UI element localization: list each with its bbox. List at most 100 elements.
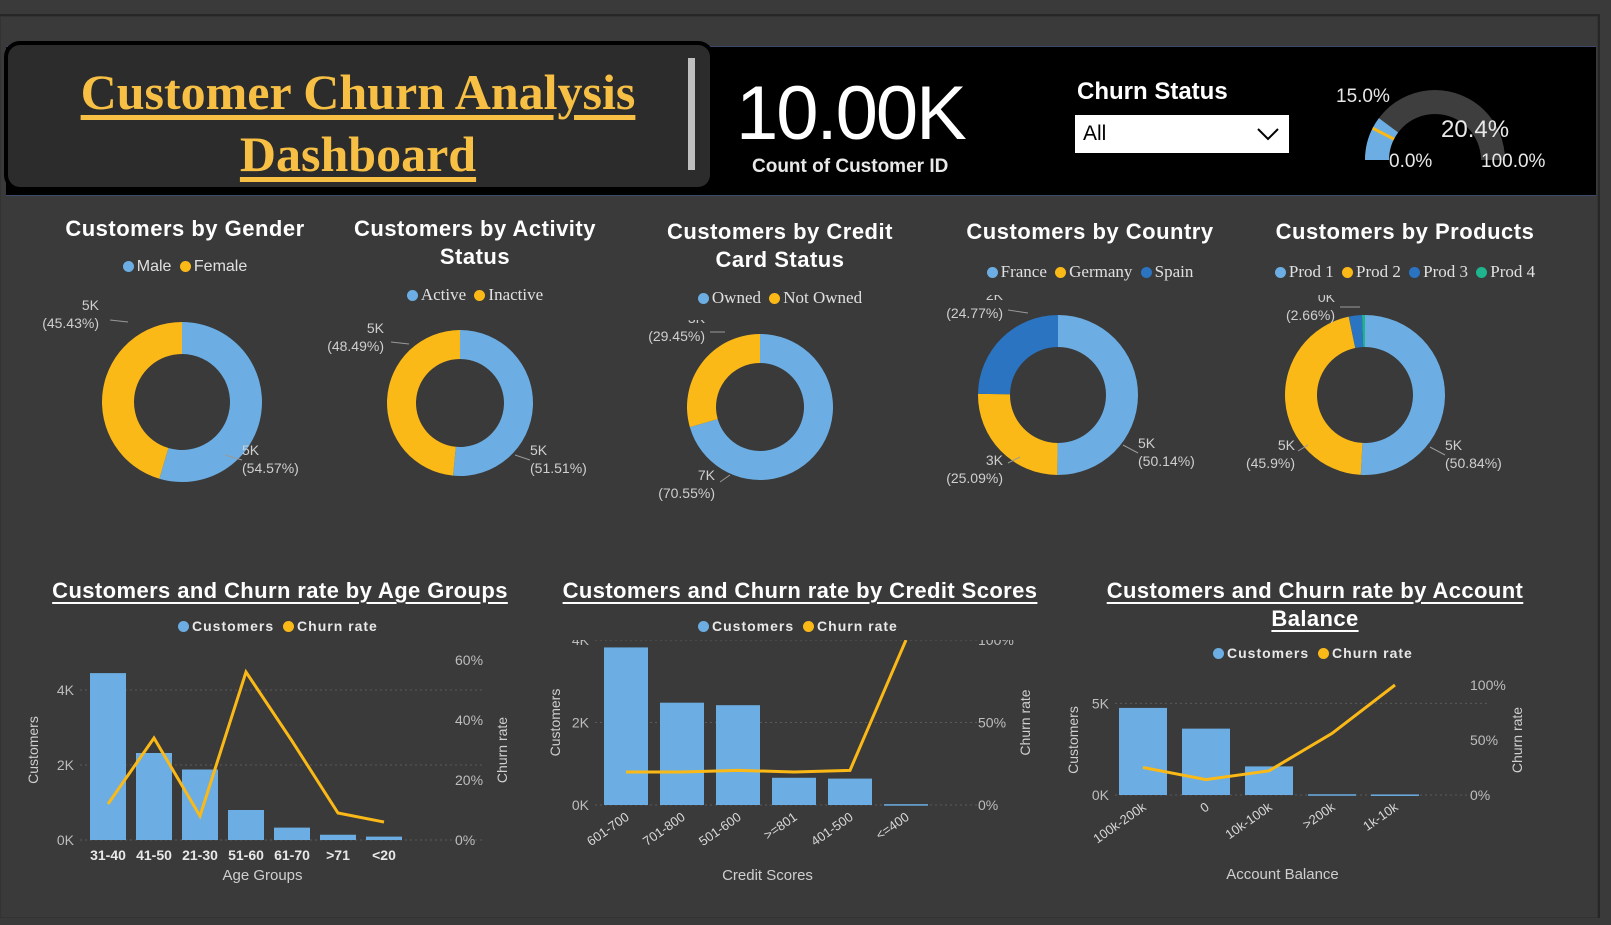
credit-card-donut-chart: 7K (70.55%) 3K (29.45%) [648,320,833,501]
y2-tick-label: 50% [1470,732,1498,748]
data-label-value: 3K [986,452,1004,468]
data-label-percent: (29.45%) [648,328,705,344]
y-axis-title: Customers [547,689,563,757]
legend-male: Male [122,258,171,276]
data-label-leader [1007,456,1021,464]
balance-chart-title: Customers and Churn rate by Account Bala… [1106,578,1524,631]
x-tick-label: 401-500 [808,809,856,849]
x-tick-label: 601-700 [584,809,632,849]
bar-61-70 [274,827,310,840]
title-line-2: Dashboard [239,126,477,182]
y2-tick-label: 50% [978,715,1006,731]
credit-score-legend: Customers Churn rate [698,618,898,634]
churn-rate-gauge [1365,90,1505,160]
donut-slice-germany [978,393,1058,475]
x-tick-label: 701-800 [640,809,688,849]
churn-status-selected: All [1083,122,1107,145]
activity-legend: Active Inactive [330,285,620,305]
x-tick-label: 1k-10k [1360,799,1401,834]
x-tick-label: >200k [1300,799,1338,832]
data-label-leader [514,454,531,461]
country-chart-title: Customers by Country [966,219,1214,244]
y-tick-label: 4K [57,682,75,698]
data-label-percent: (45.9%) [1246,455,1295,471]
x-tick-label: 41-50 [136,847,172,863]
legend-customers: Customers [698,618,794,634]
chevron-down-icon [1257,128,1279,141]
bar->200k [1308,794,1356,796]
bar-51-60 [228,810,264,840]
data-label-value: 2K [986,295,1004,303]
data-label-percent: (25.09%) [946,470,1003,486]
y2-tick-label: 0% [455,832,475,848]
x-tick-label: 10k-100k [1222,799,1275,842]
page-title: Customer Churn Analysis Dashboard [8,61,708,185]
y-tick-label: 0K [57,832,75,848]
x-axis-title: Credit Scores [722,867,813,884]
bar-<20 [366,836,402,840]
y2-tick-label: 20% [455,772,483,788]
y2-tick-label: 0% [978,797,998,813]
gender-chart-title: Customers by Gender [65,216,305,241]
bar-701-800 [660,702,704,805]
data-label-leader [1007,309,1029,314]
data-label-percent: (2.66%) [1286,307,1335,323]
x-tick-label: 31-40 [90,847,126,863]
y2-axis-title: Churn rate [1017,689,1033,755]
legend-active: Active [406,285,466,305]
gauge-max-label: 100.0% [1481,151,1546,172]
y-tick-label: 0K [1092,787,1110,803]
donut-slice-prod-1 [1360,315,1446,475]
credit-score-bar-line-chart: 4K 2K 0K 100% 50% 0% 601-700 701-800 501-600 >=80… [547,640,1033,884]
title-box: Customer Churn Analysis Dashboard [4,41,714,191]
x-tick-label: <=400 [873,809,912,842]
donut-slice-prod-3 [1348,315,1364,349]
x-tick-label: 21-30 [182,847,218,863]
balance-legend: Customers Churn rate [1213,645,1413,661]
churn-rate-line [1142,683,1396,782]
data-label-value: 3K [688,320,706,326]
data-label-percent: (70.55%) [658,485,715,501]
gauge-min-label: 0.0% [1389,151,1433,172]
churn-rate-line [106,668,385,824]
y2-axis-title: Churn rate [1509,707,1525,773]
x-axis-title: Account Balance [1226,866,1339,883]
age-bar-line-chart: 4K 2K 0K 60% 40% 20% 0% 31-40 41-50 21-30 51-60 61-… [25,652,510,884]
data-label-value: 5K [1445,437,1463,453]
data-label-percent: (50.14%) [1138,453,1195,469]
bar-31-40 [90,673,126,840]
y-tick-label: 4K [572,640,590,648]
activity-chart-title: Customers by Activity Status [354,216,596,269]
donut-slice-france [1057,315,1138,475]
gauge-target-label: 15.0% [1336,86,1390,107]
donut-slice-inactive [386,330,460,476]
x-tick-label: <20 [372,847,396,863]
legend-churn-rate: Churn rate [1318,645,1413,661]
gender-legend: Male Female [40,258,330,276]
credit-score-chart-title: Customers and Churn rate by Credit Score… [562,578,1038,603]
legend-france: France [986,262,1047,282]
donut-slice-active [453,330,533,476]
x-tick-label: 100k-200k [1090,799,1149,846]
data-label-percent: (50.84%) [1445,455,1502,471]
donut-slice-prod-2 [1285,316,1363,475]
churn-status-dropdown[interactable]: All [1075,115,1289,153]
products-donut-chart: 5K (50.84%) 5K (45.9%) 0K (2.66%) [1246,295,1502,475]
data-label-leader [1297,444,1309,452]
legend-inactive: Inactive [474,285,543,305]
bar-601-700 [604,647,648,805]
data-label-leader [109,319,129,323]
legend-prod-1: Prod 1 [1274,262,1334,282]
credit-card-legend: Owned Not Owned [640,288,920,308]
data-label-percent: (24.77%) [946,305,1003,321]
x-tick-label: >71 [326,847,350,863]
bar-501-600 [716,705,760,805]
data-label-value: 5K [530,442,548,458]
legend-customers: Customers [1213,645,1309,661]
legend-churn-rate: Churn rate [803,618,898,634]
x-axis-title: Age Groups [222,867,302,884]
legend-prod-3: Prod 3 [1409,262,1468,282]
bar->=801 [772,777,816,805]
x-tick-label: 61-70 [274,847,310,863]
y2-tick-label: 100% [1470,677,1506,693]
